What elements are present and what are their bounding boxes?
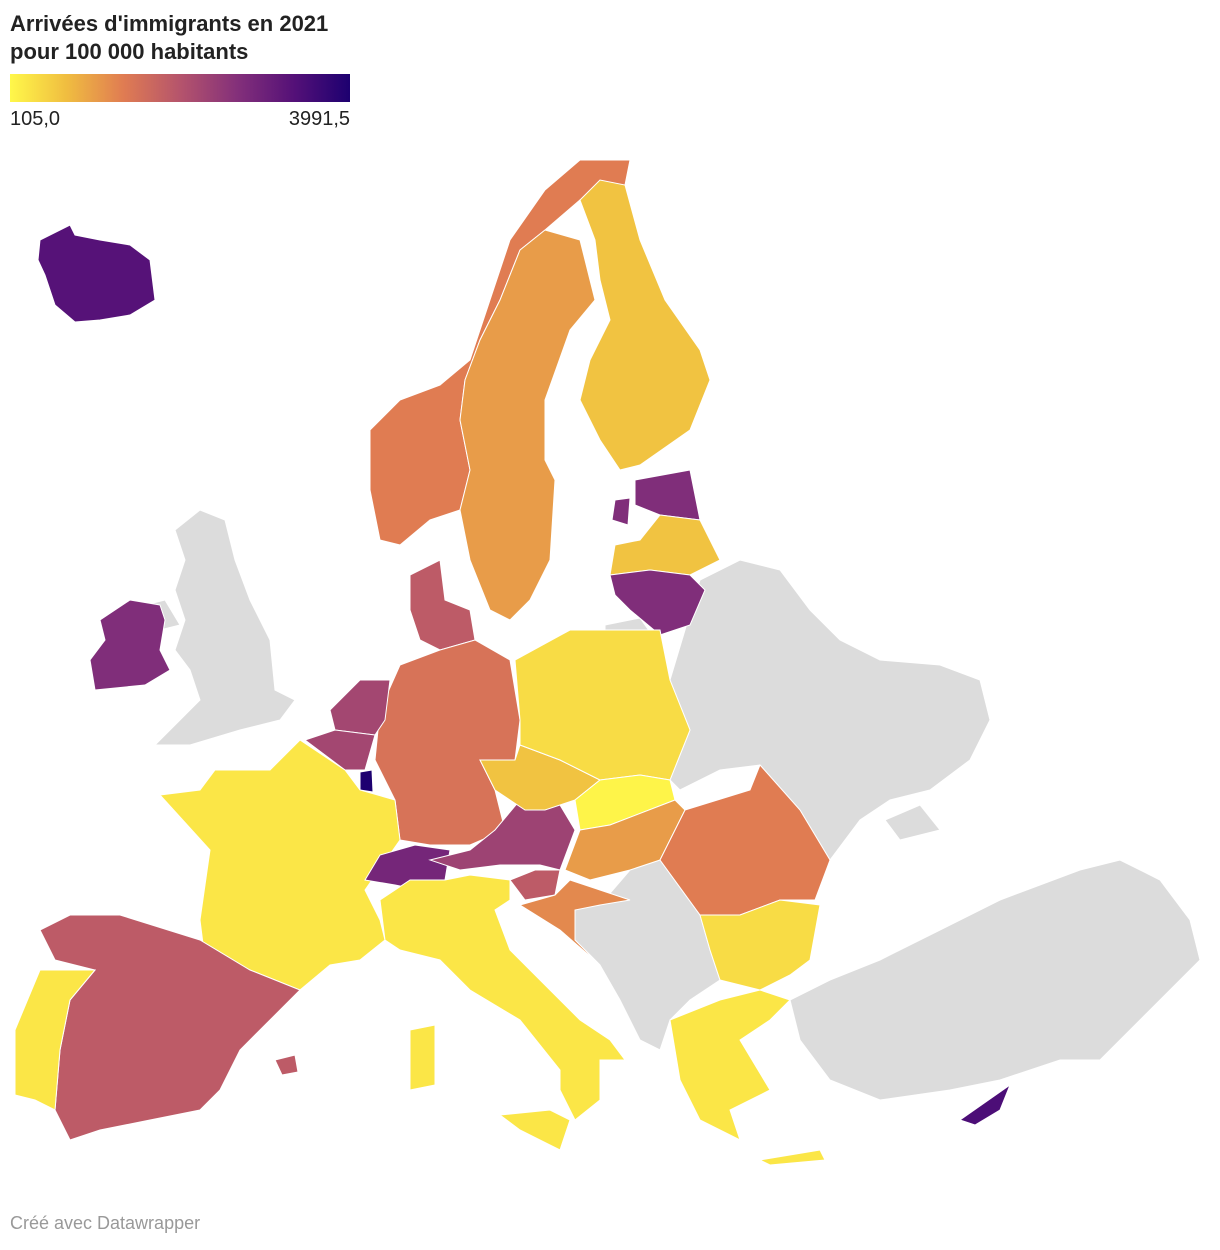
region bbox=[958, 1083, 1012, 1126]
region bbox=[699, 899, 821, 991]
no-data-regions bbox=[144, 509, 1201, 1101]
legend-min: 105,0 bbox=[10, 108, 60, 130]
region bbox=[274, 1054, 299, 1076]
legend-max: 3991,5 bbox=[289, 108, 350, 130]
region bbox=[37, 224, 156, 323]
no-data-region bbox=[884, 804, 941, 841]
region bbox=[609, 569, 706, 636]
region bbox=[89, 599, 171, 691]
no-data-region bbox=[153, 509, 296, 746]
no-data-region bbox=[669, 559, 991, 861]
region bbox=[409, 559, 476, 651]
region bbox=[379, 874, 626, 1121]
region bbox=[579, 179, 711, 471]
region bbox=[14, 969, 97, 1111]
region bbox=[459, 229, 596, 621]
region bbox=[329, 679, 391, 736]
legend: 105,0 3991,5 bbox=[10, 74, 350, 130]
region bbox=[509, 869, 561, 901]
title: Arrivées d'immigrants en 2021 pour 100 0… bbox=[10, 11, 329, 64]
footer: Créé avec Datawrapper bbox=[10, 1213, 201, 1233]
color-scale bbox=[10, 74, 350, 102]
region bbox=[498, 1109, 571, 1151]
region bbox=[518, 879, 631, 966]
region bbox=[374, 639, 521, 846]
region bbox=[359, 769, 374, 793]
region bbox=[409, 1024, 436, 1091]
region bbox=[611, 497, 631, 526]
region bbox=[634, 469, 701, 521]
regions bbox=[14, 159, 1012, 1166]
region bbox=[758, 1149, 826, 1166]
region bbox=[669, 989, 791, 1141]
region bbox=[428, 799, 576, 871]
no-data-region bbox=[789, 859, 1201, 1101]
